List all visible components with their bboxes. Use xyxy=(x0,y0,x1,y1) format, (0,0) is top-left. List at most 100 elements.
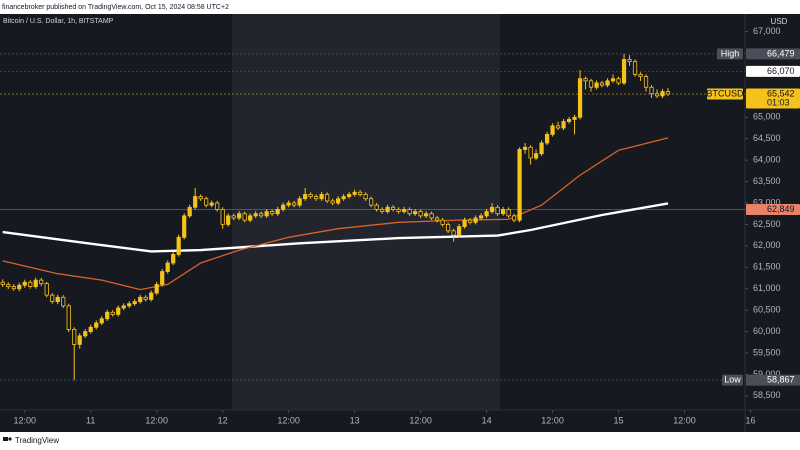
candle-body xyxy=(407,209,412,215)
x-tick-label: 14 xyxy=(482,415,492,425)
candle-body xyxy=(165,262,170,272)
price-tag-label: BTCUSD xyxy=(706,88,744,98)
candle-body xyxy=(132,301,137,305)
candle-body xyxy=(286,202,291,206)
price-label-box xyxy=(746,65,800,77)
candle-body xyxy=(484,211,489,217)
candle-body xyxy=(17,284,22,290)
candle-body xyxy=(248,215,253,221)
y-tick-label: 61,000 xyxy=(753,283,781,293)
y-tick-label: 59,500 xyxy=(753,347,781,357)
candle-body xyxy=(445,224,451,232)
candle-body xyxy=(231,215,236,219)
candle-body xyxy=(292,202,297,206)
candle-body xyxy=(336,198,341,204)
y-tick-label: 60,000 xyxy=(753,326,781,336)
candle-body xyxy=(121,305,126,309)
plot-area xyxy=(0,53,745,381)
candle-body xyxy=(171,254,176,264)
candle-body xyxy=(621,59,627,84)
y-tick-label: 62,500 xyxy=(753,219,781,229)
candle-body xyxy=(643,76,649,88)
candle-body xyxy=(506,209,511,217)
candle-body xyxy=(297,198,302,206)
y-tick-label: 61,500 xyxy=(753,262,781,272)
candle-body xyxy=(467,219,473,223)
y-tick-label: 64,000 xyxy=(753,155,781,165)
candle-body xyxy=(270,211,275,215)
candle-body xyxy=(99,318,104,324)
candle-body xyxy=(352,191,357,195)
candle-body xyxy=(198,196,203,200)
candle-body xyxy=(517,149,522,221)
candle-body xyxy=(451,230,456,236)
y-tick-label: 63,500 xyxy=(753,176,781,186)
x-tick-label: 12 xyxy=(218,415,228,425)
price-label-box xyxy=(746,88,800,109)
candle-body xyxy=(61,296,66,307)
y-tick-label: 65,000 xyxy=(753,112,781,122)
candle-body xyxy=(385,206,390,212)
candle-body xyxy=(528,146,533,159)
candle-body xyxy=(632,61,638,75)
candle-body xyxy=(33,279,38,287)
candle-body xyxy=(127,303,132,307)
candle-body xyxy=(610,78,616,82)
candle-body xyxy=(660,91,665,97)
candle-body xyxy=(314,196,319,200)
candle-body xyxy=(478,215,484,219)
header-bar xyxy=(0,0,800,14)
candle-body xyxy=(39,279,44,284)
candle-body xyxy=(275,209,280,215)
candle-body xyxy=(369,198,374,206)
candle-body xyxy=(555,125,561,129)
candle-body xyxy=(649,86,654,95)
candle-body xyxy=(138,296,143,302)
x-tick-label: 13 xyxy=(350,415,360,425)
x-tick-label: 12:00 xyxy=(673,415,696,425)
candle-body xyxy=(143,296,148,300)
candle-body xyxy=(347,194,352,197)
x-tick-label: 16 xyxy=(745,415,755,425)
candle-body xyxy=(391,206,396,210)
candle-body xyxy=(358,191,363,195)
candle-body xyxy=(325,194,330,202)
axes: 58,500 59,000 59,500 60,000 60,500 61,000 61,5… xyxy=(13,26,800,425)
candle-body xyxy=(627,59,632,62)
price-label-value: 66,070 xyxy=(767,66,795,76)
y-tick-label: 59,000 xyxy=(753,369,781,379)
candle-body xyxy=(66,305,71,330)
footer-brand: TradingView xyxy=(15,436,59,445)
candle-body xyxy=(116,307,121,315)
candle-body xyxy=(473,217,478,223)
candle-body xyxy=(380,209,385,212)
price-label-value: 62,849 xyxy=(767,204,795,214)
candle-body xyxy=(11,286,16,290)
candle-body xyxy=(330,200,335,204)
candle-body xyxy=(204,198,209,206)
y-tick-label: 64,500 xyxy=(753,133,781,143)
candle-body xyxy=(533,153,539,159)
candle-body xyxy=(149,292,154,300)
x-tick-label: 12:00 xyxy=(13,415,36,425)
y-tick-label: 63,000 xyxy=(753,197,781,207)
candle-body xyxy=(308,194,313,197)
candle-body xyxy=(154,284,159,294)
candle-body xyxy=(215,202,220,210)
candle-body xyxy=(242,213,247,221)
candle-body xyxy=(572,116,577,120)
candle-body xyxy=(182,215,187,238)
candle-body xyxy=(0,281,5,285)
candle-body xyxy=(110,311,115,315)
footer-bar xyxy=(0,432,800,450)
candle-body xyxy=(500,209,506,215)
candle-body xyxy=(341,196,346,200)
candle-body xyxy=(374,204,379,210)
candle-body xyxy=(489,206,495,212)
price-tag-label: High xyxy=(721,48,740,58)
price-tag-label: Low xyxy=(724,375,741,385)
candle-body xyxy=(654,93,660,97)
candle-body xyxy=(253,213,258,217)
candle-body xyxy=(638,74,643,77)
candle-body xyxy=(456,226,462,236)
